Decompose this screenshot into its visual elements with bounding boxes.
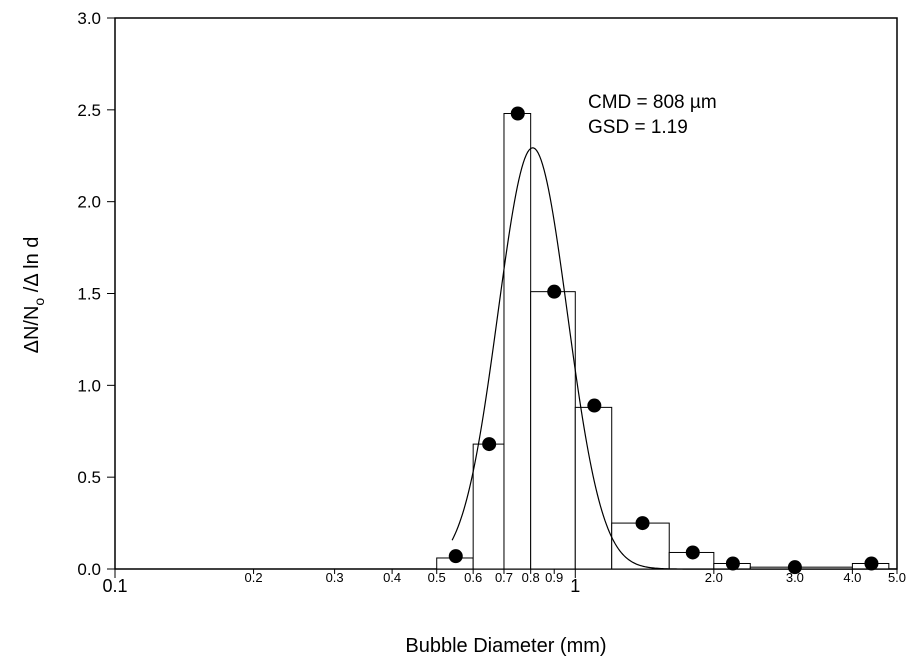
data-point-0: [448, 549, 463, 564]
histogram-bar-3: [530, 291, 576, 570]
histogram-bar-4: [574, 406, 613, 570]
y-tick-label-1: 0.5: [77, 468, 101, 487]
y-tick-label-2: 1.0: [77, 376, 101, 395]
x-tick-label-0: 0.1: [102, 576, 127, 596]
y-axis-title-main: ΔN/N: [21, 306, 43, 354]
x-tick-label-6: 0.7: [495, 570, 513, 585]
y-tick-label-4: 2.0: [77, 193, 101, 212]
y-axis-title-subscript: o: [31, 298, 47, 306]
x-tick-label-13: 5.0: [888, 570, 906, 585]
data-point-6: [685, 545, 700, 560]
x-tick-label-4: 0.5: [428, 570, 446, 585]
x-tick-label-8: 0.9: [545, 570, 563, 585]
x-tick-label-2: 0.3: [326, 570, 344, 585]
x-tick-label-10: 2.0: [705, 570, 723, 585]
histogram-bar-5: [611, 522, 670, 570]
x-tick-label-7: 0.8: [522, 570, 540, 585]
annotation-gsd: GSD = 1.19: [588, 117, 688, 138]
data-point-8: [787, 560, 802, 575]
x-tick-label-9: 1: [570, 576, 580, 596]
y-tick-label-6: 3.0: [77, 9, 101, 28]
y-tick-label-0: 0.0: [77, 560, 101, 579]
y-tick-label-3: 1.5: [77, 285, 101, 304]
data-point-4: [587, 398, 602, 413]
histogram-bar-1: [472, 443, 505, 570]
x-axis-title: Bubble Diameter (mm): [405, 635, 606, 657]
y-tick-label-5: 2.5: [77, 101, 101, 120]
data-point-5: [635, 516, 650, 531]
data-point-7: [725, 556, 740, 571]
x-tick-label-11: 3.0: [786, 570, 804, 585]
x-tick-label-5: 0.6: [464, 570, 482, 585]
x-tick-label-12: 4.0: [843, 570, 861, 585]
data-point-2: [510, 106, 525, 121]
x-tick-label-3: 0.4: [383, 570, 401, 585]
data-point-9: [864, 556, 879, 571]
annotation-cmd: CMD = 808 µm: [588, 92, 717, 113]
data-point-1: [482, 437, 497, 452]
y-axis-title: ΔN/No /Δ ln d: [21, 237, 47, 354]
histogram-bar-2: [503, 113, 532, 570]
lognormal-fit-curve: [451, 147, 897, 570]
x-tick-label-1: 0.2: [245, 570, 263, 585]
data-point-3: [547, 284, 562, 299]
y-axis-title-suffix: /Δ ln d: [21, 237, 43, 298]
